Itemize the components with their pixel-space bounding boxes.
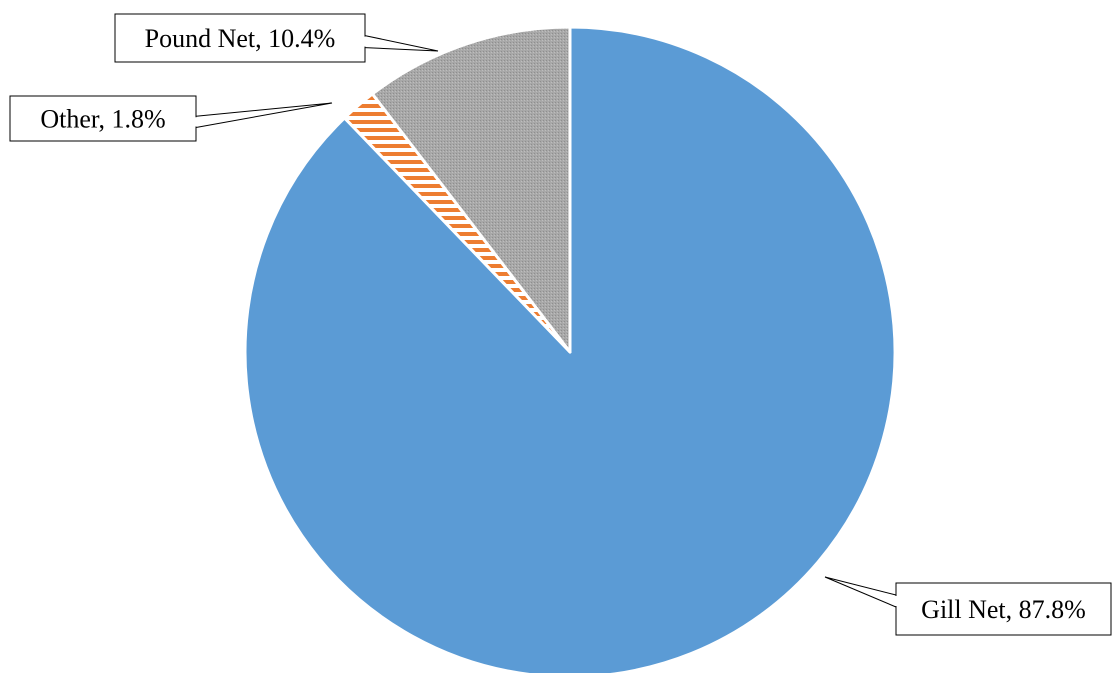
data-label-text: Gill Net, 87.8% [921,595,1086,624]
data-label-gill-net: Gill Net, 87.8% [824,576,1112,636]
data-label-other: Other, 1.8% [9,95,333,142]
callout-box [895,582,1112,636]
data-label-text: Other, 1.8% [40,105,165,134]
data-label-pound-net: Pound Net, 10.4% [114,13,439,63]
callout-pointer [195,102,333,128]
pie-slice-pound-net [370,25,572,354]
data-labels: Gill Net, 87.8% Other, 1.8% Pound Net, 10.… [9,13,1112,636]
callout-pointer [824,576,897,608]
pie-slices [243,25,897,678]
callout-pointer [364,35,439,52]
data-label-text: Pound Net, 10.4% [145,24,336,53]
